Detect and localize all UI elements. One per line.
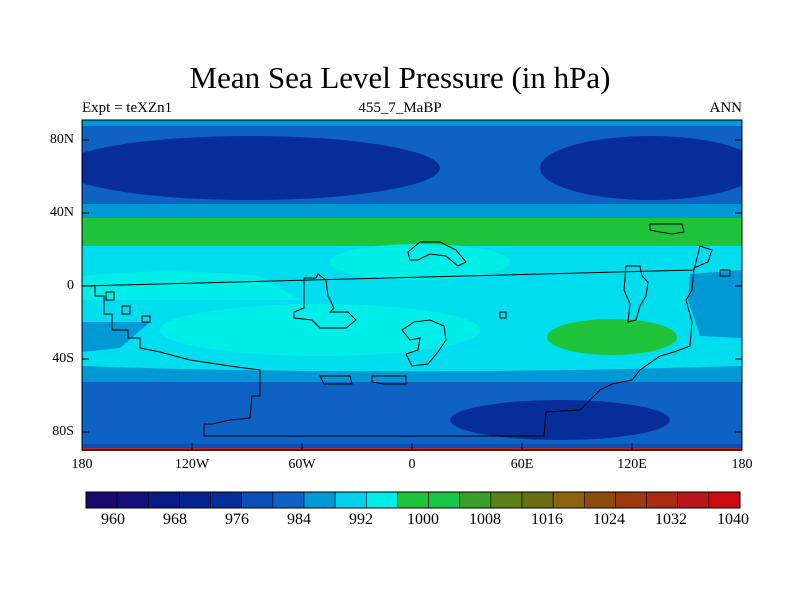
colorbar-box	[490, 491, 523, 509]
southern-high	[547, 319, 677, 355]
coastline-block-g	[371, 375, 407, 385]
colorbar-box	[116, 491, 149, 509]
lon-label-120e: 120E	[617, 457, 647, 472]
season-label: ANN	[709, 100, 743, 116]
north-low-west	[82, 136, 440, 200]
lon-tick-marks	[191, 443, 633, 450]
map-title: Mean Sea Level Pressure (in hPa)	[189, 60, 611, 95]
colorbar-box	[708, 491, 741, 509]
coastline-block-b	[407, 241, 467, 267]
pressure-field	[82, 120, 742, 450]
lat-label-40n: 40N	[49, 205, 74, 220]
colorbar-label: 992	[349, 511, 373, 528]
island-4	[499, 311, 507, 319]
colorbar-box	[303, 491, 336, 509]
coastline-block-a	[293, 273, 357, 329]
colorbar-box	[428, 491, 461, 509]
colorbar-label: 968	[163, 511, 187, 528]
colorbar-label: 976	[225, 511, 249, 528]
colorbar-label: 1024	[593, 511, 625, 528]
lon-label-180w: 180	[71, 457, 93, 472]
lon-label-180e: 180	[731, 457, 753, 472]
lat-tick-marks	[82, 139, 742, 433]
polar-cap-band	[82, 120, 742, 128]
band-45s	[82, 366, 742, 384]
island-3	[141, 315, 151, 323]
colorbar-box	[85, 491, 118, 509]
colorbar-label: 1000	[407, 511, 439, 528]
colorbar-box	[646, 491, 679, 509]
colorbar-box	[459, 491, 492, 509]
colorbar-box	[334, 491, 367, 509]
colorbar-label: 984	[287, 511, 311, 528]
lon-label-60w: 60W	[288, 457, 316, 472]
coastline-block-c	[401, 319, 447, 367]
colorbar-box	[241, 491, 274, 509]
island-2	[121, 305, 131, 315]
island-5	[719, 269, 731, 277]
colorbar-label: 960	[101, 511, 125, 528]
colorbar-frame	[85, 491, 741, 509]
coastline-block-e	[623, 265, 649, 323]
lat-label-80n: 80N	[49, 132, 74, 147]
southwest-lower	[82, 322, 150, 352]
tropic-patch	[330, 244, 510, 280]
lat-label-80s: 80S	[52, 424, 74, 439]
coastlines	[81, 223, 731, 437]
colorbar-label: 1032	[655, 511, 687, 528]
colorbar-box	[521, 491, 554, 509]
lat-label-40s: 40S	[52, 351, 74, 366]
colorbar-box	[210, 491, 243, 509]
colorbar	[85, 491, 741, 509]
coastline-block-d	[649, 223, 685, 235]
north-low-east	[540, 136, 742, 200]
colorbar-label: 1016	[531, 511, 563, 528]
colorbar-box	[365, 491, 398, 509]
lon-label-0: 0	[408, 457, 416, 472]
tropic-west-patch	[82, 271, 300, 300]
experiment-label: Expt = teXZn1	[82, 100, 173, 116]
colorbar-box	[179, 491, 211, 509]
colorbar-box	[147, 491, 180, 509]
island-1	[105, 291, 115, 301]
colorbar-label: 1040	[717, 511, 749, 528]
lat-label-0: 0	[67, 278, 74, 293]
subtropical-high-north	[82, 218, 742, 246]
colorbar-box	[272, 491, 305, 509]
band-40n	[82, 204, 742, 220]
southern-ridge-west	[160, 304, 480, 356]
colorbar-box	[397, 491, 429, 509]
colorbar-box	[552, 491, 585, 509]
colorbar-box	[677, 491, 710, 509]
coastline-southern	[81, 245, 713, 437]
antarctic-low	[450, 400, 670, 440]
colorbar-box	[583, 491, 616, 509]
lon-label-120w: 120W	[174, 457, 210, 472]
colorbar-box	[615, 491, 647, 509]
east-tropic-lower	[688, 270, 742, 338]
colorbar-label: 1008	[469, 511, 501, 528]
period-label: 455_7_MaBP	[358, 100, 442, 116]
coastline-block-f	[319, 375, 353, 385]
lon-label-60e: 60E	[510, 457, 534, 472]
